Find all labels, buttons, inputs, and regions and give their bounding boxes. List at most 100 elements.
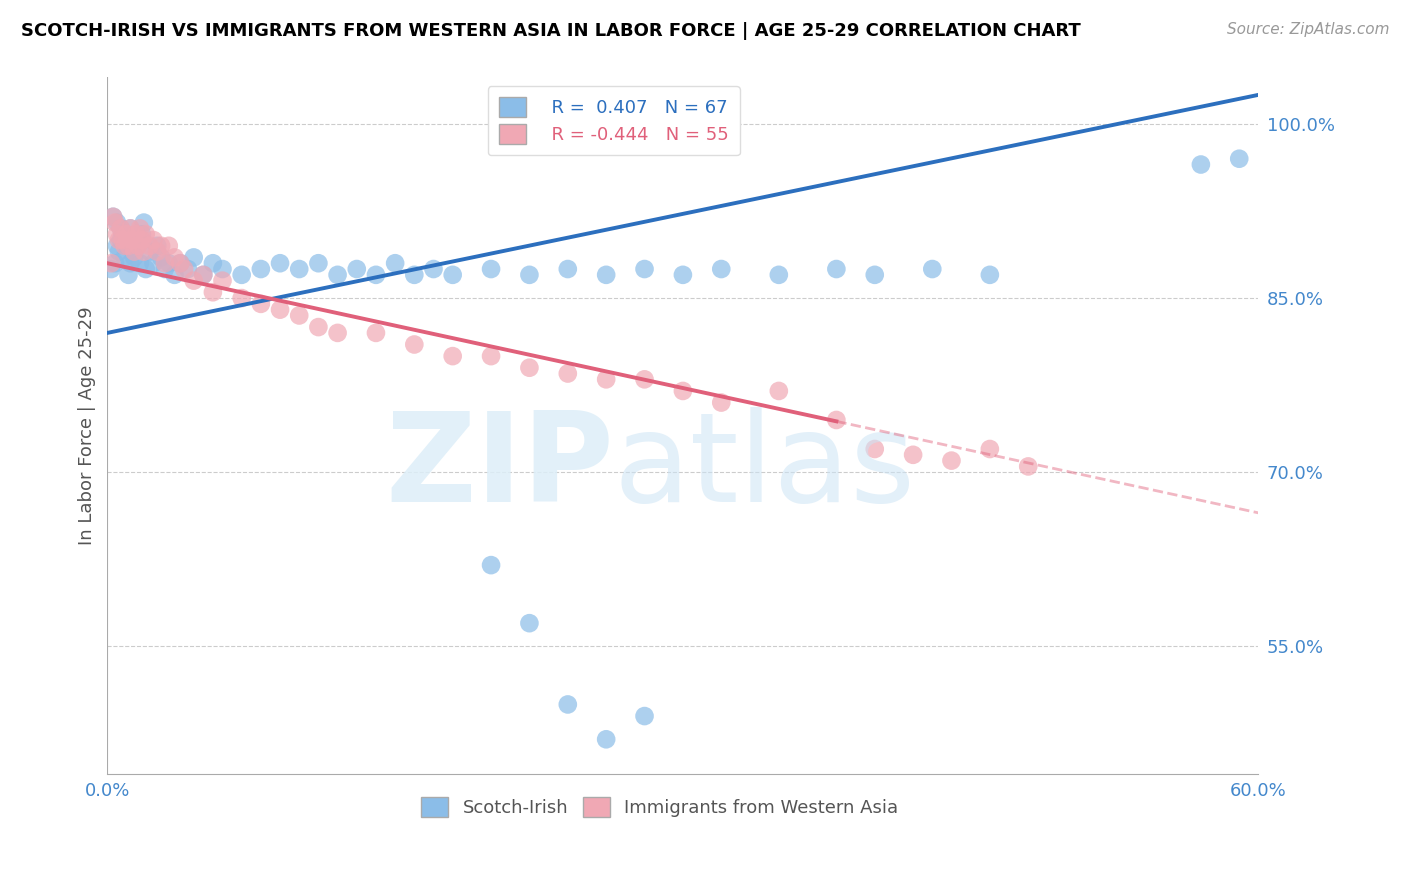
Point [150,239,173,253]
Point [825,262,848,277]
Point [163,268,186,282]
Point [122,244,145,259]
Point [557,698,579,712]
Point [710,262,733,277]
Point [288,309,311,323]
Point [163,251,186,265]
Point [211,274,233,288]
Point [101,210,124,224]
Point [1189,157,1212,171]
Point [595,372,617,386]
Point [117,239,139,253]
Point [250,262,273,277]
Point [364,326,387,340]
Point [211,262,233,277]
Point [104,216,127,230]
Point [108,244,131,259]
Point [142,256,165,270]
Point [121,233,143,247]
Point [307,320,329,334]
Point [479,349,502,363]
Legend: Scotch-Irish, Immigrants from Western Asia: Scotch-Irish, Immigrants from Western As… [413,790,905,824]
Point [768,268,790,282]
Point [114,251,136,265]
Point [479,262,502,277]
Point [110,221,132,235]
Point [422,262,444,277]
Point [132,244,155,259]
Point [364,268,387,282]
Text: ZIP: ZIP [385,407,614,528]
Point [157,239,180,253]
Point [150,251,173,265]
Point [193,268,215,282]
Point [146,239,169,253]
Point [193,268,215,282]
Point [519,268,541,282]
Point [104,256,127,270]
Point [326,268,349,282]
Point [901,448,924,462]
Point [108,233,131,247]
Point [672,384,695,398]
Point [1017,459,1039,474]
Point [111,227,134,242]
Point [120,221,142,235]
Point [105,227,128,242]
Point [131,227,153,242]
Point [120,221,142,235]
Point [129,256,152,270]
Point [157,256,180,270]
Point [125,239,148,253]
Point [127,239,149,253]
Point [441,349,464,363]
Point [183,251,205,265]
Point [111,233,134,247]
Point [121,233,143,247]
Point [519,360,541,375]
Point [863,442,886,456]
Point [941,453,963,467]
Point [404,337,426,351]
Point [105,216,128,230]
Point [441,268,464,282]
Y-axis label: In Labor Force | Age 25-29: In Labor Force | Age 25-29 [79,307,96,545]
Point [307,256,329,270]
Point [115,233,138,247]
Point [120,256,142,270]
Point [633,372,655,386]
Text: SCOTCH-IRISH VS IMMIGRANTS FROM WESTERN ASIA IN LABOR FORCE | AGE 25-29 CORRELAT: SCOTCH-IRISH VS IMMIGRANTS FROM WESTERN … [21,22,1081,40]
Point [346,262,368,277]
Point [115,227,138,242]
Point [633,709,655,723]
Point [921,262,943,277]
Point [825,413,848,427]
Point [250,297,273,311]
Point [557,367,579,381]
Point [384,256,406,270]
Point [768,384,790,398]
Point [100,256,122,270]
Point [117,268,139,282]
Point [404,268,426,282]
Point [231,291,253,305]
Point [595,268,617,282]
Point [135,227,157,242]
Point [979,442,1001,456]
Point [269,256,291,270]
Point [201,256,224,270]
Point [633,262,655,277]
Point [863,268,886,282]
Point [710,395,733,409]
Text: Source: ZipAtlas.com: Source: ZipAtlas.com [1226,22,1389,37]
Point [101,210,124,224]
Point [127,233,149,247]
Point [479,558,502,573]
Point [177,262,200,277]
Point [100,262,122,277]
Point [231,268,253,282]
Point [557,262,579,277]
Point [979,268,1001,282]
Point [169,256,191,270]
Point [110,221,132,235]
